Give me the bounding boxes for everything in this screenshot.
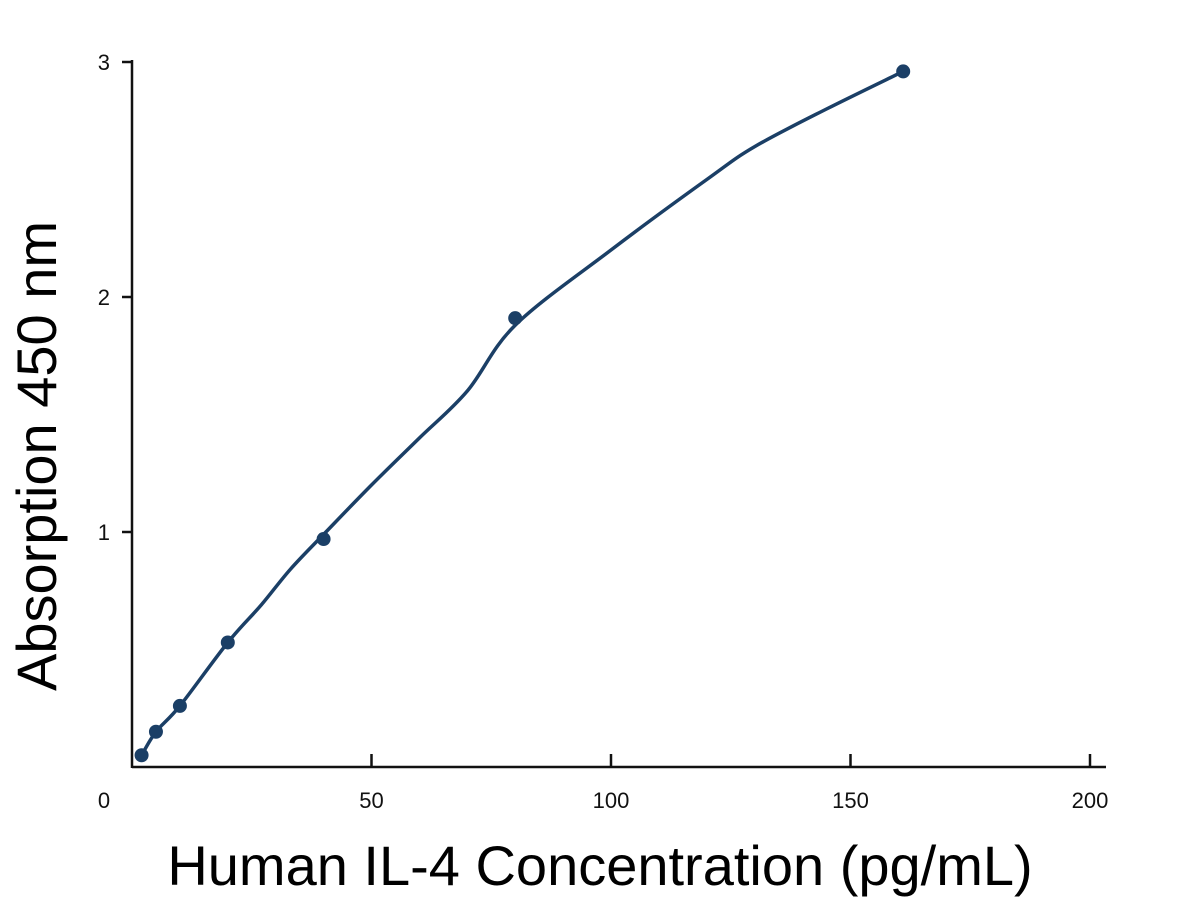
- data-points: [134, 64, 911, 763]
- data-point: [148, 724, 163, 739]
- fit-curve: [140, 69, 904, 757]
- ticks: [122, 60, 1092, 767]
- x-axis-title: Human IL-4 Concentration (pg/mL): [167, 834, 1032, 897]
- data-point: [896, 64, 911, 79]
- x-tick-label: 200: [1072, 788, 1109, 813]
- x-tick-label: 100: [593, 788, 630, 813]
- x-tick-label: 0: [98, 788, 110, 813]
- y-tick-label: 3: [98, 50, 110, 75]
- axes: [130, 60, 1106, 769]
- data-point: [508, 311, 523, 326]
- x-tick-label: 50: [359, 788, 383, 813]
- data-point: [172, 698, 187, 713]
- data-point: [316, 532, 331, 547]
- data-point: [220, 635, 235, 650]
- y-tick-label: 2: [98, 285, 110, 310]
- x-tick-label: 150: [832, 788, 869, 813]
- tick-labels: 0 50 100 150 200 1 2 3: [98, 50, 1109, 813]
- y-tick-label: 1: [98, 520, 110, 545]
- y-axis-title: Absorption 450 nm: [5, 221, 68, 691]
- data-point: [134, 748, 149, 763]
